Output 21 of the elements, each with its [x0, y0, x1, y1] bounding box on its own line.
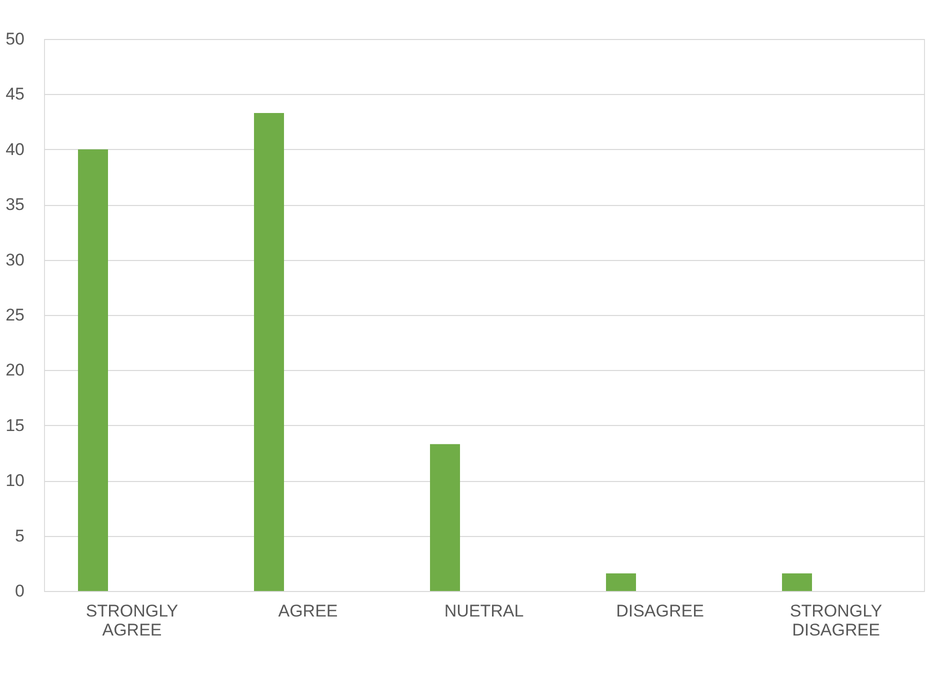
y-tick-label: 15 — [6, 416, 24, 435]
y-tick-label: 10 — [6, 471, 24, 490]
bar — [782, 573, 812, 591]
x-tick-label: AGREE — [278, 602, 338, 620]
y-tick-label: 50 — [6, 30, 24, 48]
y-tick-label: 0 — [15, 582, 24, 600]
y-tick-label: 35 — [6, 195, 24, 214]
y-tick-label: 30 — [6, 250, 24, 270]
bar — [78, 149, 108, 591]
y-tick-label: 25 — [6, 306, 24, 324]
x-tick-label: STRONGLY AGREE — [86, 602, 178, 640]
y-tick-label: 20 — [6, 360, 24, 380]
x-tick-label: STRONGLY DISAGREE — [790, 602, 882, 640]
bar — [606, 573, 636, 591]
y-tick-label: 5 — [15, 526, 24, 546]
bar — [254, 112, 284, 591]
x-tick-label: DISAGREE — [616, 602, 704, 620]
y-tick-label: 45 — [6, 84, 24, 104]
y-tick-label: 40 — [6, 140, 24, 159]
x-tick-label: NUETRAL — [444, 602, 524, 620]
bar — [430, 444, 460, 591]
